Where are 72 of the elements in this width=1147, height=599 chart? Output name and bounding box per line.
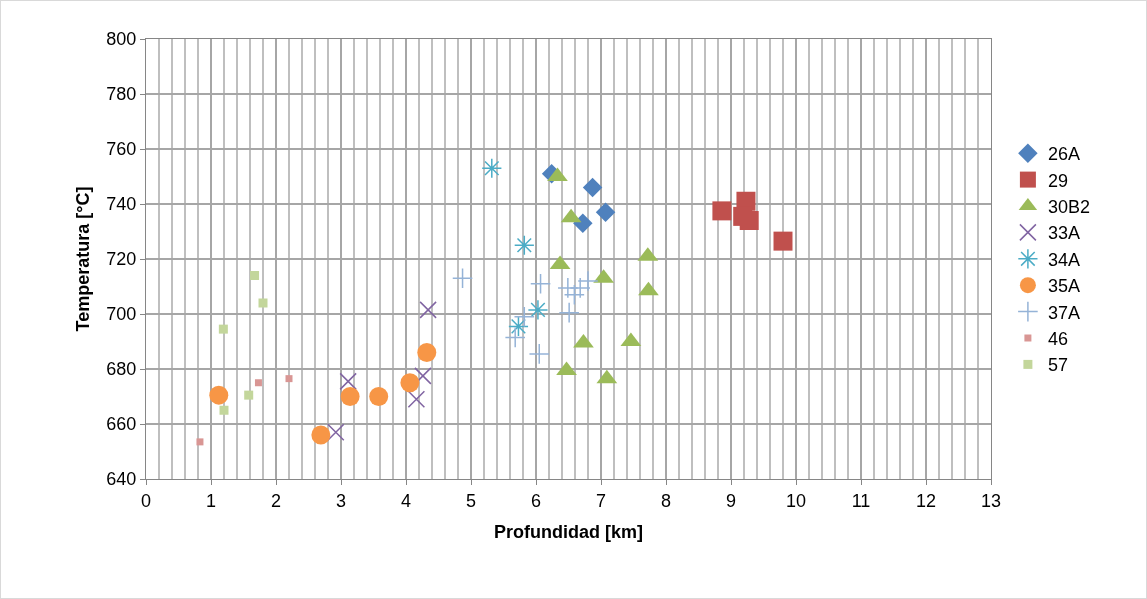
x-tick-label: 12	[915, 490, 937, 511]
point	[414, 367, 432, 385]
y-tick-label: 780	[106, 84, 137, 105]
point	[577, 270, 599, 292]
point	[530, 273, 552, 295]
point	[563, 284, 585, 306]
legend-label: 35A	[1047, 276, 1080, 297]
x-axis-title: Profundidad [km]	[494, 521, 643, 542]
point	[327, 423, 345, 441]
point	[417, 343, 437, 362]
y-tick-label: 700	[106, 304, 137, 325]
legend-label: 29	[1047, 170, 1068, 191]
point	[218, 324, 228, 334]
point	[369, 387, 389, 406]
y-tick-label: 760	[106, 139, 137, 160]
point	[244, 390, 254, 400]
legend-label: 46	[1047, 329, 1068, 350]
point	[595, 202, 616, 222]
point	[285, 375, 293, 383]
point	[196, 438, 204, 446]
point	[452, 267, 474, 289]
point	[407, 390, 426, 408]
point	[513, 306, 535, 328]
x-tick-label: 13	[980, 490, 1002, 511]
point	[209, 385, 229, 405]
point	[739, 211, 759, 230]
y-axis-title: Temperatura [°C]	[72, 186, 93, 332]
x-tick-label: 5	[465, 490, 477, 511]
y-tick-label: 640	[106, 469, 137, 490]
x-tick-label: 3	[335, 490, 347, 511]
legend-label: 57	[1047, 355, 1068, 376]
point	[258, 298, 268, 308]
point	[508, 316, 529, 337]
point	[569, 277, 591, 299]
legend-label: 33A	[1047, 223, 1080, 244]
y-tick-label: 680	[106, 359, 137, 380]
x-tick-label: 4	[400, 490, 412, 511]
point	[219, 405, 229, 415]
point	[254, 379, 262, 387]
point	[528, 343, 550, 365]
point	[773, 231, 793, 251]
legend-label: 37A	[1047, 302, 1080, 323]
point	[339, 372, 357, 391]
x-tick-label: 6	[530, 490, 542, 511]
legend-label: 26A	[1047, 144, 1080, 165]
x-tick-label: 7	[595, 490, 607, 511]
point	[481, 157, 503, 179]
point	[527, 299, 549, 321]
x-tick-label: 11	[851, 490, 871, 511]
x-tick-label: 1	[205, 490, 217, 511]
point	[419, 301, 437, 319]
y-tick-label: 740	[106, 194, 137, 215]
y-tick-label: 660	[106, 414, 137, 435]
legend-label: 34A	[1047, 249, 1080, 270]
point	[558, 302, 580, 324]
legend-label: 30B2	[1047, 197, 1090, 218]
point	[573, 213, 593, 233]
point	[582, 177, 603, 198]
point	[513, 234, 535, 256]
point	[250, 271, 260, 280]
y-tick-label: 720	[106, 249, 137, 270]
x-tick-label: 10	[785, 490, 807, 511]
x-tick-label: 2	[270, 490, 282, 511]
x-tick-label: 8	[660, 490, 672, 511]
x-tick-label: 9	[725, 490, 737, 511]
point	[504, 326, 526, 348]
x-tick-label: 0	[140, 490, 152, 511]
point	[712, 201, 732, 221]
y-tick-label: 800	[106, 29, 137, 50]
point	[311, 425, 331, 445]
point	[400, 373, 420, 393]
point	[340, 387, 360, 406]
